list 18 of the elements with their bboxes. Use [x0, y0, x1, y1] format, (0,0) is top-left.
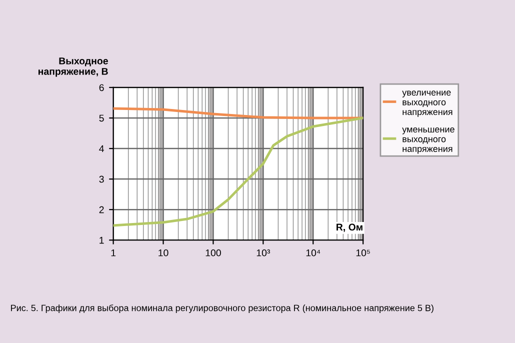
y-tick-label: 3 [99, 176, 104, 183]
y-tick-label: 4 [99, 145, 104, 152]
x-axis-title: R, Ом [336, 224, 362, 232]
y-tick-label: 5 [99, 114, 104, 122]
y-tick-label: 6 [99, 84, 104, 92]
y-axis-title: Выходное напряжение, В [38, 58, 108, 77]
legend-label: увеличение выходного напряжения [402, 90, 452, 117]
x-tick-label: 1 [111, 249, 116, 256]
x-tick-label: 10³ [256, 249, 270, 256]
x-tick-label: 100 [206, 249, 221, 256]
legend-label: уменьшение выходного напряжения [402, 128, 454, 154]
line-series [113, 107, 364, 120]
x-tick-label: 10 [158, 249, 168, 256]
x-tick-label: 10⁴ [306, 249, 320, 256]
y-tick-label: 2 [99, 206, 104, 214]
y-tick-label: 1 [100, 236, 104, 244]
text: Рис. 5. Графики для выбора номинала регулировочного резистора R (номинальное напряжение 5 В) [11, 304, 434, 313]
x-tick-label: 10⁵ [356, 249, 370, 256]
